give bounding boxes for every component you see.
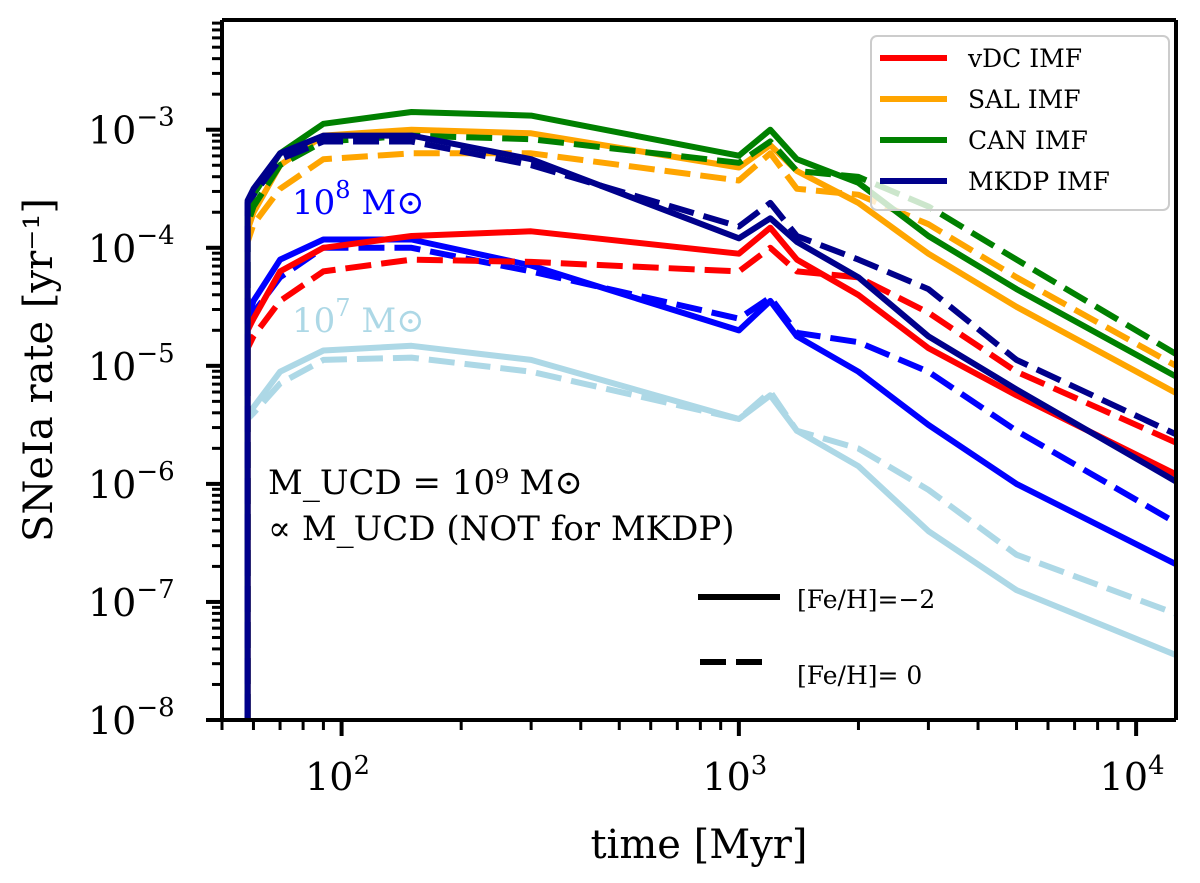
y-tick-label: 10−8 (88, 693, 175, 743)
series-line-vdc-imf-feh-minus2 (244, 224, 1176, 720)
series-line-mkdp-imf-feh-0 (244, 138, 1176, 720)
y-tick-label: 10−4 (88, 221, 175, 271)
legend-label: MKDP IMF (968, 167, 1110, 196)
style-legend-dashed-label: [Fe/H]= 0 (797, 661, 922, 690)
x-tick-label: 102 (305, 751, 370, 799)
y-tick-label: 10−3 (88, 103, 175, 153)
series-line-can-imf-feh-0 (244, 132, 1176, 720)
legend-label: vDC IMF (967, 44, 1082, 73)
ticks-layer: 102 103 104 10−3 10−4 10−5 10−6 10−7 10−8 (88, 21, 1165, 799)
style-legend-solid-label: [Fe/H]=−2 (797, 585, 935, 614)
y-axis-label: SNeIa rate [yr⁻¹] (16, 198, 62, 542)
annotation-proportional-note: ∝ M_UCD (NOT for MKDP) (268, 509, 734, 549)
annotation-1e7-msun: 107 M⊙ (292, 294, 425, 341)
series-line-sal-imf-feh-0 (244, 150, 1176, 720)
annotation-1e8-msun: 108 M⊙ (292, 176, 425, 223)
series-layer (244, 109, 1176, 720)
series-line-10-7-msun-feh-minus2 (244, 342, 1176, 720)
legend: vDC IMF SAL IMF CAN IMF MKDP IMF (870, 35, 1170, 211)
annotation-mucd-mass: M_UCD = 10⁹ M⊙ (268, 463, 583, 503)
legend-label: SAL IMF (968, 85, 1081, 114)
legend-label: CAN IMF (968, 126, 1088, 155)
style-legend: [Fe/H]=−2 [Fe/H]= 0 (698, 585, 935, 690)
x-tick-label: 104 (1100, 751, 1165, 799)
series-line-10-8-msun-feh-minus2 (244, 236, 1176, 720)
series-line-vdc-imf-feh-0 (244, 244, 1176, 720)
y-tick-label: 10−5 (88, 339, 175, 389)
y-tick-label: 10−6 (88, 457, 175, 507)
x-tick-label: 103 (702, 751, 767, 799)
series-line-mkdp-imf-feh-minus2 (244, 132, 1176, 720)
legend-frame (870, 35, 1170, 211)
y-tick-label: 10−7 (88, 575, 175, 625)
x-axis-label: time [Myr] (590, 822, 807, 868)
